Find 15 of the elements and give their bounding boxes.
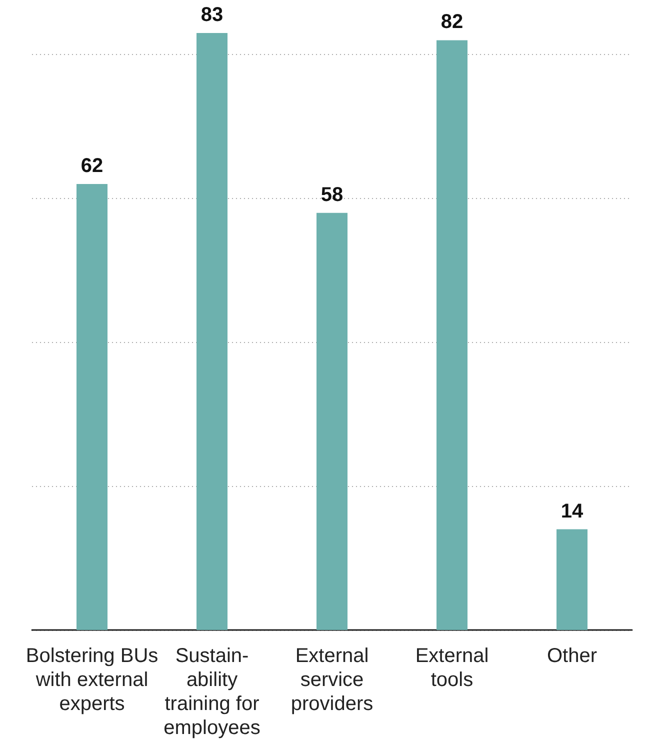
bar <box>316 212 348 630</box>
bar <box>76 184 108 630</box>
bar <box>556 529 588 630</box>
data-label: 83 <box>200 4 224 26</box>
x-tick-label: Bolstering BUs with external experts <box>26 645 158 715</box>
data-label: 14 <box>560 500 584 522</box>
x-tick-label: Sustain- ability training for employees <box>164 645 260 739</box>
bar <box>436 40 468 630</box>
x-tick-label: Other <box>546 645 598 667</box>
x-tick-label: External service providers <box>290 645 374 715</box>
x-tick-label: External tools <box>415 645 489 691</box>
data-label: 58 <box>320 184 344 206</box>
bar <box>196 33 228 630</box>
data-label: 82 <box>440 11 464 34</box>
data-label: 62 <box>80 155 104 178</box>
